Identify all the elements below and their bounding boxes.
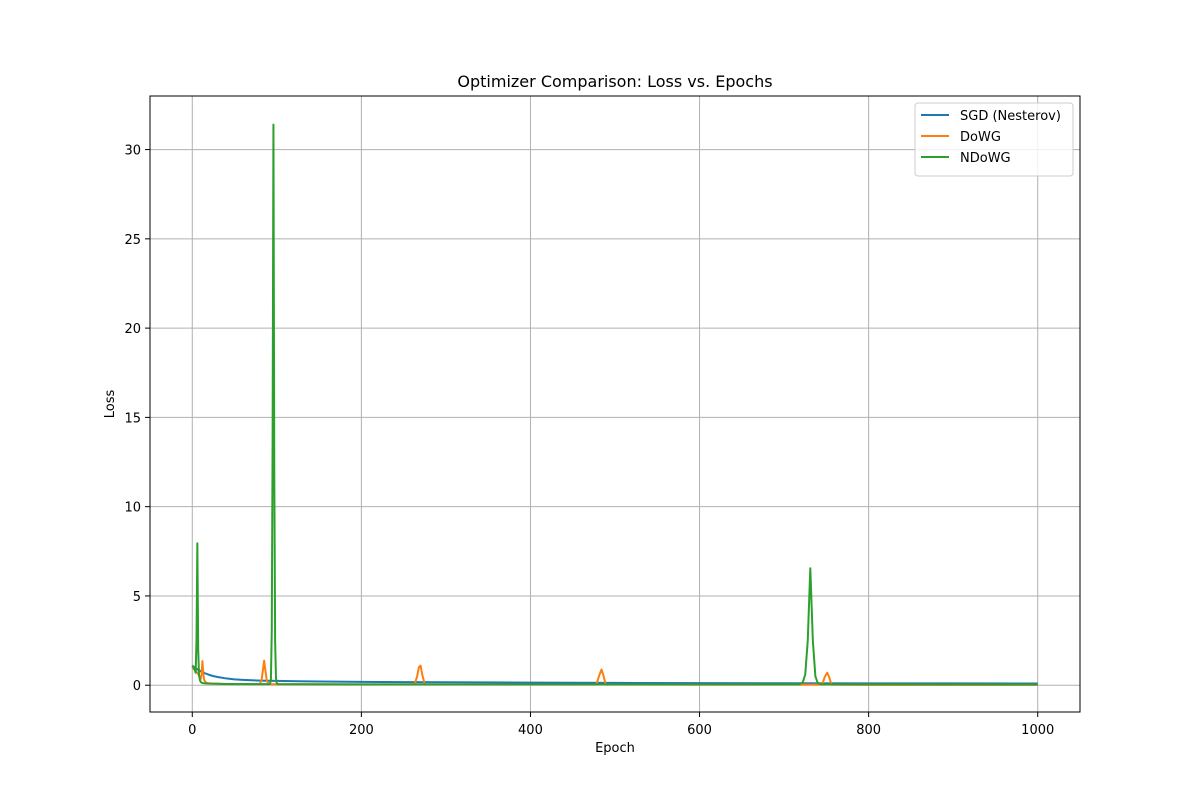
y-tick-label: 0 <box>133 679 141 694</box>
grid-layer <box>150 96 1080 712</box>
y-tick-label: 10 <box>124 501 141 516</box>
series-line-sgd-nesterov <box>191 664 1038 685</box>
x-tick-label: 0 <box>188 723 196 738</box>
x-tick-label: 1000 <box>1021 723 1054 738</box>
y-tick-label: 30 <box>124 144 141 159</box>
legend-label: SGD (Nesterov) <box>960 109 1061 124</box>
legend-label: NDoWG <box>960 151 1011 166</box>
legend-label: DoWG <box>960 130 1001 145</box>
x-tick-label: 800 <box>856 723 881 738</box>
plot-frame <box>149 95 1081 713</box>
y-tick-label: 5 <box>133 590 141 605</box>
y-tick-label: 25 <box>124 233 141 248</box>
x-tick-label: 200 <box>349 723 374 738</box>
series-layer <box>191 123 1038 686</box>
y-tick-label: 20 <box>124 322 141 337</box>
x-tick-label: 600 <box>687 723 712 738</box>
y-tick-label: 15 <box>124 411 141 426</box>
legend: SGD (Nesterov) DoWG NDoWG <box>914 102 1074 177</box>
y-axis-label: Loss <box>103 390 118 419</box>
x-axis-label: Epoch <box>595 741 635 756</box>
x-tick-label: 400 <box>518 723 543 738</box>
legend-box <box>914 102 1074 177</box>
series-line-ndowg <box>191 123 1038 686</box>
tick-layer: 0 200 400 600 800 1000 0 5 10 15 20 25 30 <box>124 144 1054 738</box>
chart-title: Optimizer Comparison: Loss vs. Epochs <box>457 72 772 91</box>
